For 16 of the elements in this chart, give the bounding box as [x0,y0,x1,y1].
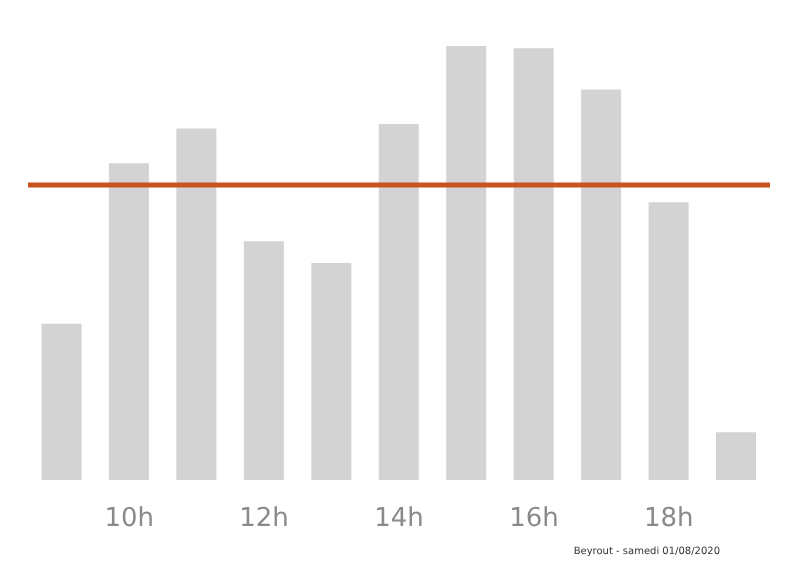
x-tick-label: 16h [509,504,559,535]
x-tick-label: 12h [239,504,289,535]
bar [41,323,82,480]
bar [581,89,622,480]
bar [513,48,554,480]
bar [446,46,487,480]
bar [648,202,689,480]
x-tick-label: 10h [104,504,154,535]
bar [716,432,757,480]
bar [378,124,419,480]
x-tick-label: 14h [374,504,424,535]
bar [108,163,149,480]
x-tick-label: 18h [644,504,694,535]
bar [176,128,217,480]
bar [311,263,352,480]
bar [243,241,284,480]
